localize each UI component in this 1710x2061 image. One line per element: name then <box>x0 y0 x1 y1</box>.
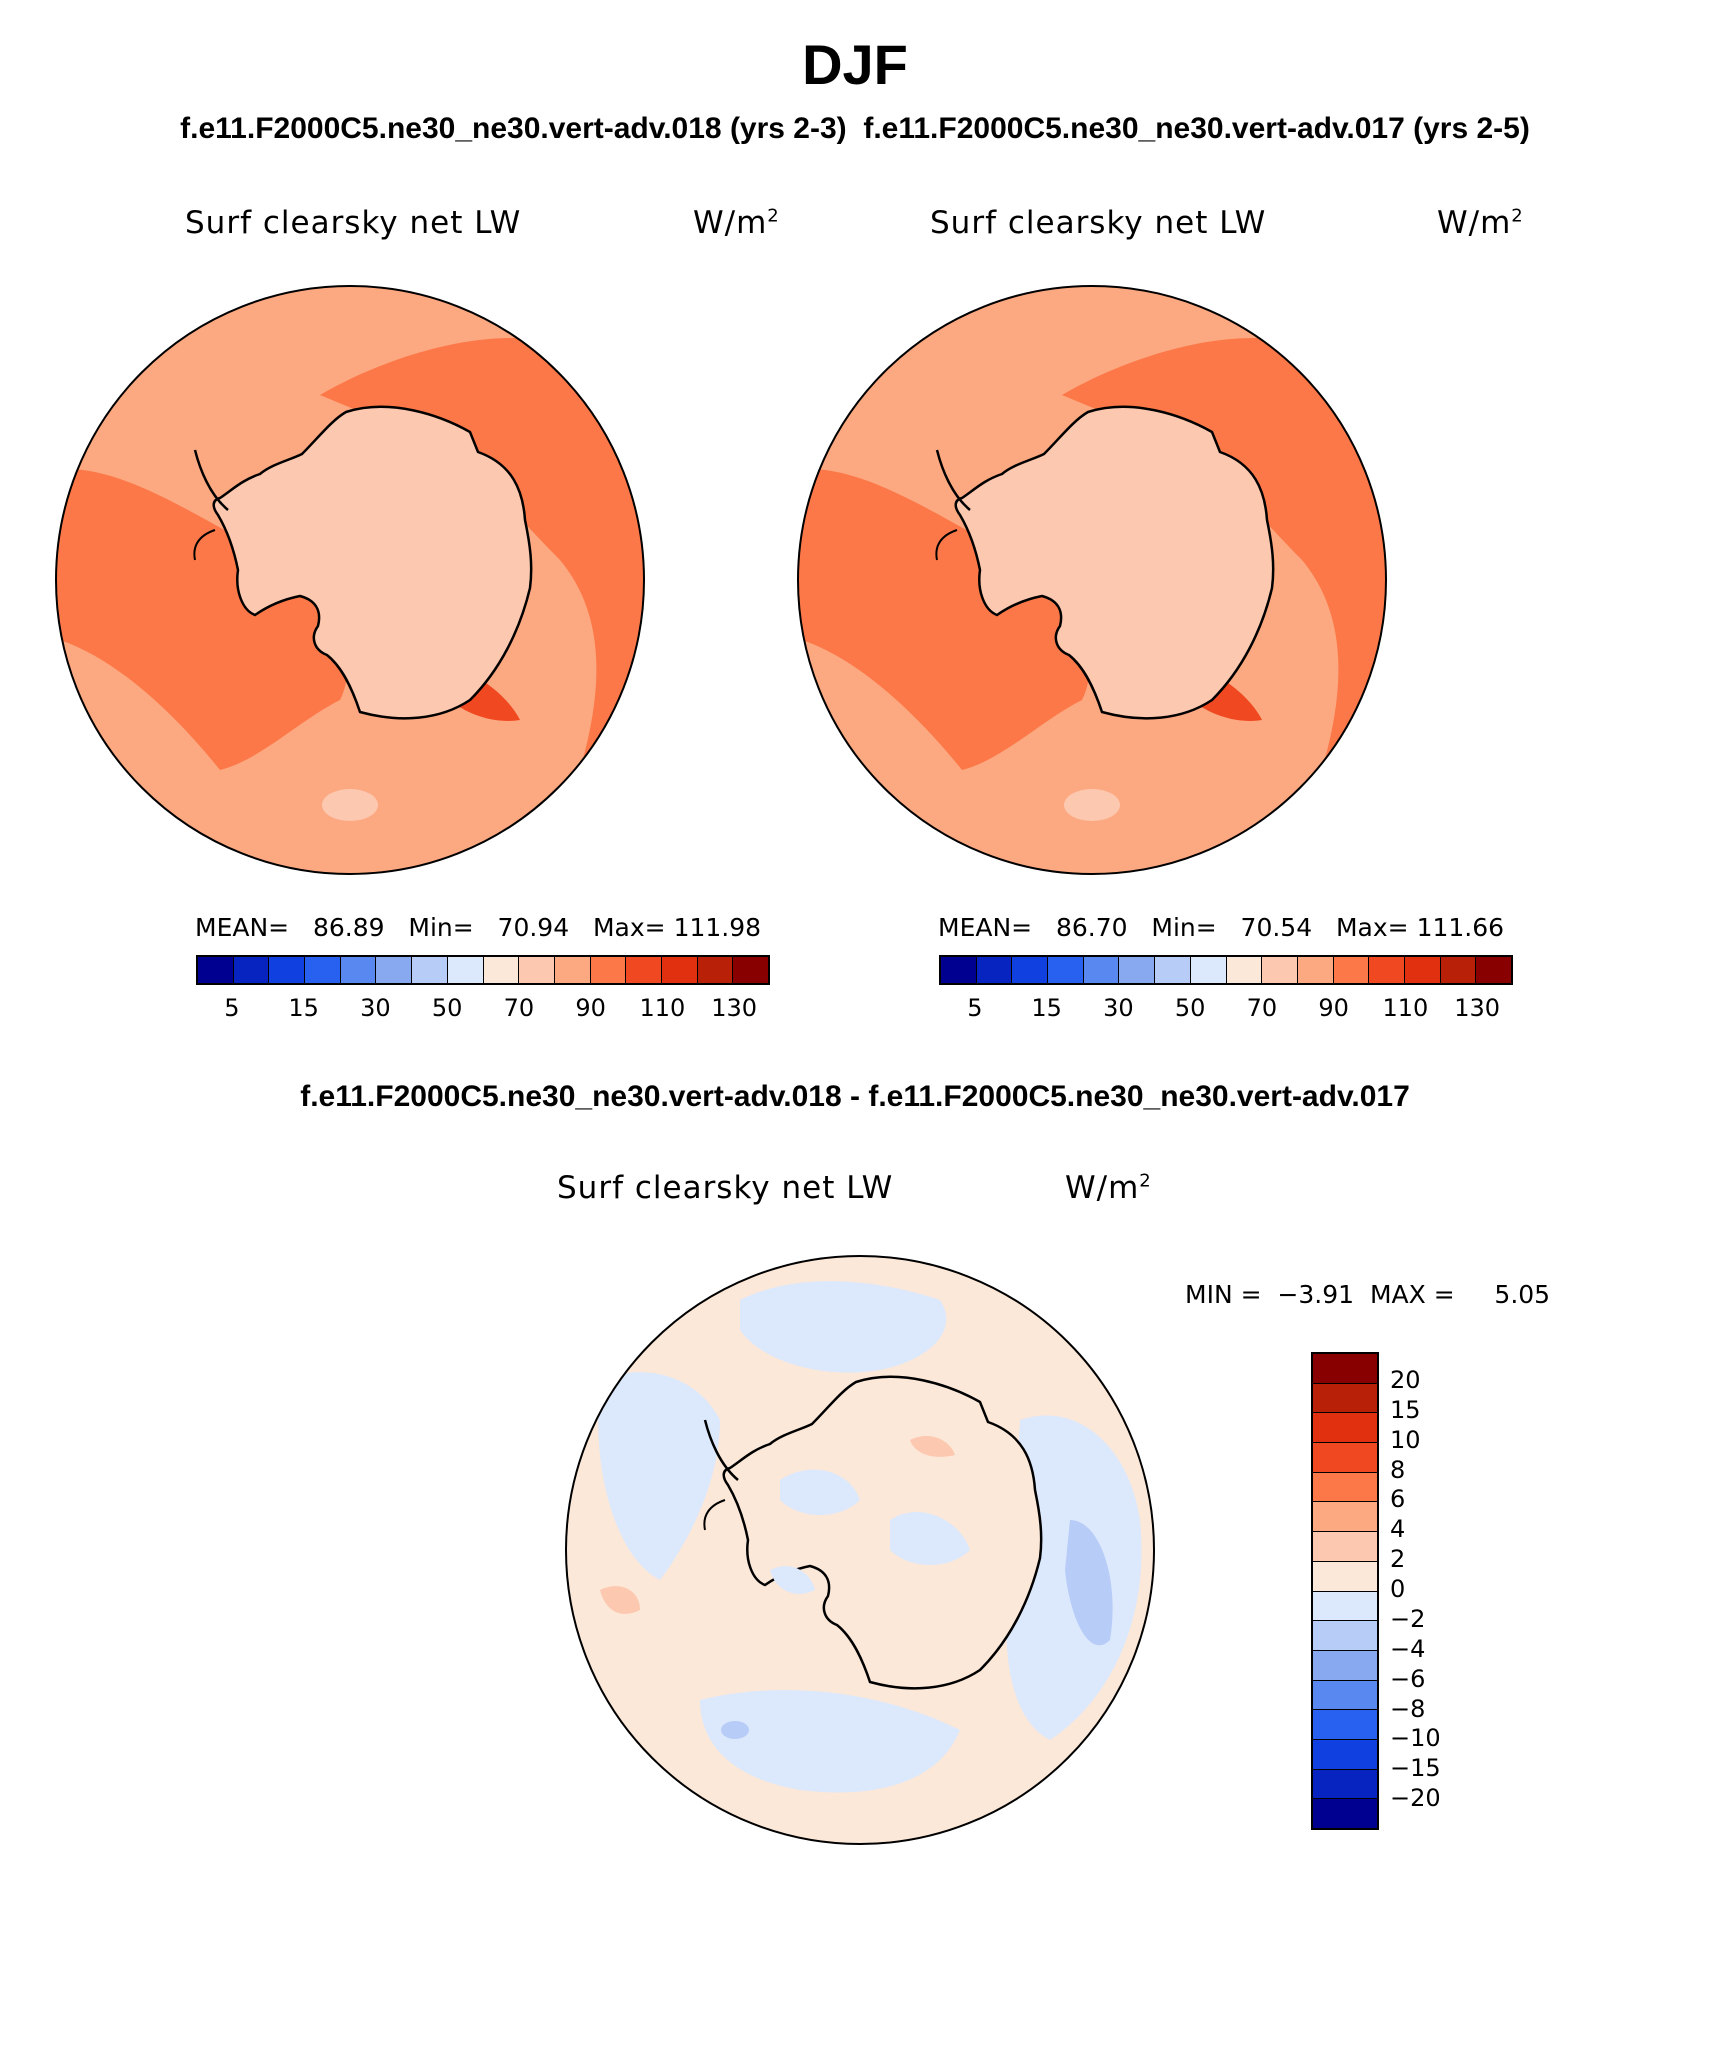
colorbar-swatch <box>1313 1561 1377 1592</box>
colorbar-tick-label: 30 <box>360 994 391 1022</box>
colorbar-tick-label: 5 <box>967 994 983 1022</box>
colorbar-tick-label: 90 <box>575 994 606 1022</box>
colorbar-swatch <box>1313 1443 1377 1473</box>
colorbar-swatch <box>1313 1532 1377 1562</box>
colorbar-tick-label: −10 <box>1390 1724 1441 1753</box>
panel1-colorbar <box>196 955 770 985</box>
colorbar-swatch <box>483 957 520 983</box>
colorbar-tick-label: −2 <box>1390 1604 1426 1633</box>
colorbar-swatch <box>1333 957 1370 983</box>
colorbar-tick-label: 110 <box>1382 994 1429 1022</box>
colorbar-tick-label: 15 <box>1031 994 1062 1022</box>
colorbar-tick-label: 15 <box>288 994 319 1022</box>
colorbar-swatch <box>1404 957 1441 983</box>
colorbar-swatch <box>412 957 448 983</box>
colorbar-swatch <box>1262 957 1298 983</box>
colorbar-swatch <box>1083 957 1120 983</box>
colorbar-swatch <box>1119 957 1156 983</box>
colorbar-swatch <box>1313 1769 1377 1800</box>
colorbar-swatch <box>447 957 484 983</box>
colorbar-swatch <box>1313 1680 1377 1711</box>
colorbar-swatch <box>1155 957 1191 983</box>
panel2-colorbar <box>939 955 1513 985</box>
case-names-title: f.e11.F2000C5.ne30_ne30.vert-adv.018 (yr… <box>180 112 1530 145</box>
colorbar-tick-label: 130 <box>711 994 758 1022</box>
panel2-variable-label: Surf clearsky net LW <box>930 205 1267 241</box>
diff-variable-label: Surf clearsky net LW <box>557 1170 894 1206</box>
colorbar-swatch <box>1440 957 1477 983</box>
colorbar-tick-label: −15 <box>1390 1754 1441 1783</box>
colorbar-swatch <box>1226 957 1263 983</box>
colorbar-tick-label: 90 <box>1318 994 1349 1022</box>
colorbar-tick-label: 8 <box>1390 1455 1406 1484</box>
colorbar-swatch <box>269 957 306 983</box>
colorbar-tick-label: 130 <box>1454 994 1501 1022</box>
colorbar-tick-label: 20 <box>1390 1365 1421 1394</box>
colorbar-tick-label: 10 <box>1390 1425 1421 1454</box>
colorbar-tick-label: −4 <box>1390 1634 1426 1663</box>
colorbar-swatch <box>941 957 977 983</box>
colorbar-swatch <box>1012 957 1049 983</box>
colorbar-swatch <box>976 957 1013 983</box>
colorbar-swatch <box>697 957 734 983</box>
colorbar-swatch <box>733 957 768 983</box>
colorbar-swatch <box>1313 1621 1377 1651</box>
colorbar-swatch <box>661 957 698 983</box>
colorbar-swatch <box>590 957 627 983</box>
colorbar-tick-label: 0 <box>1390 1575 1406 1603</box>
colorbar-tick-label: 4 <box>1390 1515 1406 1544</box>
colorbar-swatch <box>1190 957 1227 983</box>
colorbar-swatch <box>1313 1739 1377 1770</box>
panel2-stats: MEAN= 86.70 Min= 70.54 Max= 111.66 <box>938 913 1505 942</box>
colorbar-swatch <box>1313 1799 1377 1828</box>
colorbar-tick-label: −6 <box>1390 1664 1426 1693</box>
colorbar-swatch <box>1313 1502 1377 1533</box>
colorbar-swatch <box>376 957 413 983</box>
colorbar-swatch <box>1313 1472 1377 1503</box>
panel2-map <box>797 285 1387 875</box>
colorbar-swatch <box>1476 957 1511 983</box>
colorbar-swatch <box>233 957 270 983</box>
colorbar-swatch <box>305 957 341 983</box>
colorbar-swatch <box>1313 1650 1377 1681</box>
colorbar-swatch <box>1313 1354 1377 1384</box>
colorbar-tick-label: 5 <box>224 994 240 1022</box>
colorbar-swatch <box>519 957 555 983</box>
colorbar-swatch <box>626 957 662 983</box>
colorbar-swatch <box>1048 957 1084 983</box>
colorbar-swatch <box>1313 1383 1377 1414</box>
panel1-variable-label: Surf clearsky net LW <box>185 205 522 241</box>
colorbar-swatch <box>1313 1413 1377 1444</box>
colorbar-tick-label: 70 <box>503 994 535 1022</box>
colorbar-tick-label: 50 <box>431 994 463 1022</box>
figure-title: DJF <box>802 33 908 96</box>
colorbar-tick-label: 30 <box>1103 994 1134 1022</box>
panel1-map <box>55 285 645 875</box>
colorbar-swatch <box>340 957 377 983</box>
colorbar-swatch <box>1297 957 1334 983</box>
panel1-stats: MEAN= 86.89 Min= 70.94 Max= 111.98 <box>195 913 762 942</box>
colorbar-tick-label: 2 <box>1390 1545 1406 1574</box>
diff-units-label: W/m2 <box>1065 1170 1152 1206</box>
colorbar-tick-label: 70 <box>1246 994 1278 1022</box>
colorbar-tick-label: 50 <box>1174 994 1206 1022</box>
colorbar-swatch <box>1313 1710 1377 1740</box>
diff-min-max: MIN = −3.91 MAX = 5.05 <box>1185 1280 1551 1309</box>
panel1-units-label: W/m2 <box>693 205 780 241</box>
colorbar-swatch <box>198 957 234 983</box>
colorbar-tick-label: 15 <box>1390 1395 1421 1424</box>
colorbar-tick-label: 6 <box>1390 1485 1406 1514</box>
colorbar-swatch <box>554 957 591 983</box>
difference-map <box>565 1255 1155 1845</box>
colorbar-tick-label: −20 <box>1390 1784 1441 1813</box>
colorbar-swatch <box>1369 957 1405 983</box>
diff-colorbar <box>1311 1352 1379 1830</box>
difference-title: f.e11.F2000C5.ne30_ne30.vert-adv.018 - f… <box>300 1080 1410 1113</box>
colorbar-swatch <box>1313 1591 1377 1622</box>
colorbar-tick-label: 110 <box>639 994 686 1022</box>
panel2-units-label: W/m2 <box>1437 205 1524 241</box>
colorbar-tick-label: −8 <box>1390 1694 1426 1723</box>
